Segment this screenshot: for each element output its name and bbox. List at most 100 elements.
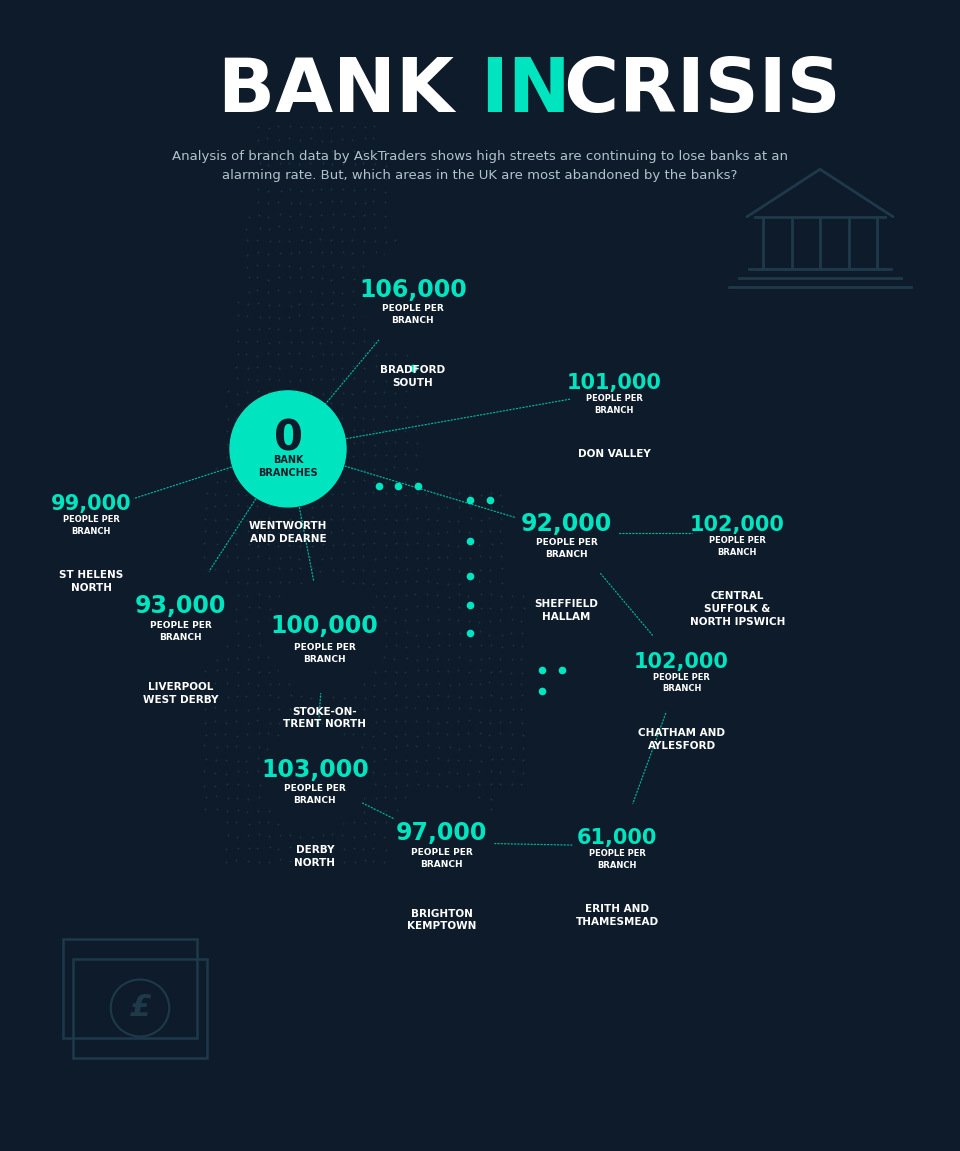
Point [272, 573, 287, 592]
Point [262, 674, 277, 693]
Point [463, 623, 478, 641]
Point [399, 331, 415, 350]
Point [387, 372, 402, 390]
Text: DON VALLEY: DON VALLEY [578, 449, 651, 459]
Point [324, 764, 340, 783]
Point [451, 498, 467, 517]
Point [252, 776, 267, 794]
Point [410, 483, 425, 502]
Point [303, 243, 319, 261]
Point [220, 802, 235, 821]
Point [239, 486, 254, 504]
Point [239, 752, 254, 770]
Point [303, 420, 319, 439]
Point [261, 371, 276, 389]
Point [283, 635, 299, 654]
Point [324, 800, 339, 818]
Point [471, 572, 487, 590]
Point [325, 688, 341, 707]
Point [450, 725, 466, 744]
Point [293, 182, 308, 200]
Point [430, 524, 445, 542]
Point [388, 497, 403, 516]
Point [218, 600, 233, 618]
Point [397, 421, 413, 440]
Point [324, 448, 340, 466]
Point [368, 357, 383, 375]
Point [282, 268, 298, 287]
Point [366, 763, 381, 782]
Point [367, 752, 382, 770]
Point [388, 572, 403, 590]
Point [240, 409, 255, 427]
Point [357, 193, 372, 212]
Point [368, 233, 383, 251]
Text: ERITH AND
THAMESMEAD: ERITH AND THAMESMEAD [576, 904, 659, 927]
Point [462, 800, 477, 818]
Point [283, 244, 299, 262]
Point [315, 701, 330, 719]
Point [292, 523, 307, 541]
Point [218, 573, 233, 592]
Point [398, 638, 414, 656]
Point [240, 549, 255, 567]
Point [315, 269, 330, 288]
Point [219, 813, 234, 831]
Point [336, 853, 351, 871]
Point [294, 231, 309, 250]
Point [293, 726, 308, 745]
Point [397, 572, 413, 590]
Point [271, 586, 286, 604]
Point [442, 676, 457, 694]
Point [472, 547, 488, 565]
Point [324, 270, 339, 289]
Point [334, 296, 349, 314]
Point [260, 813, 276, 831]
Point [429, 586, 444, 604]
Point [313, 407, 328, 426]
Point [261, 700, 276, 718]
Point [294, 687, 309, 706]
Point [356, 445, 372, 464]
Point [442, 635, 457, 654]
Point [250, 561, 265, 579]
Point [408, 851, 423, 869]
Point [292, 536, 307, 555]
Point [262, 600, 277, 618]
Point [389, 826, 404, 845]
Point [429, 724, 444, 742]
Point [345, 635, 360, 654]
Point [366, 597, 381, 616]
Point [198, 625, 213, 643]
Point [441, 686, 456, 704]
Point [368, 788, 383, 807]
Point [387, 243, 402, 261]
Point [334, 359, 349, 378]
Point [334, 738, 349, 756]
Point [378, 624, 394, 642]
Point [378, 483, 394, 502]
Point [283, 357, 299, 375]
Point [273, 384, 288, 403]
Point [366, 838, 381, 856]
Point [260, 168, 276, 186]
Point [336, 724, 351, 742]
Point [473, 752, 489, 770]
Point [492, 521, 508, 540]
Point [409, 839, 424, 857]
Point [409, 534, 424, 552]
Text: 92,000: 92,000 [520, 511, 612, 535]
Point [409, 650, 424, 669]
Point [324, 676, 339, 694]
Point [294, 395, 309, 413]
Point [347, 611, 362, 630]
Point [345, 459, 360, 478]
Point [336, 535, 351, 554]
Point [260, 648, 276, 666]
Point [250, 612, 265, 631]
Point [419, 800, 434, 818]
Point [282, 395, 298, 413]
Point [482, 600, 497, 618]
Point [347, 270, 362, 289]
Point [272, 801, 287, 820]
